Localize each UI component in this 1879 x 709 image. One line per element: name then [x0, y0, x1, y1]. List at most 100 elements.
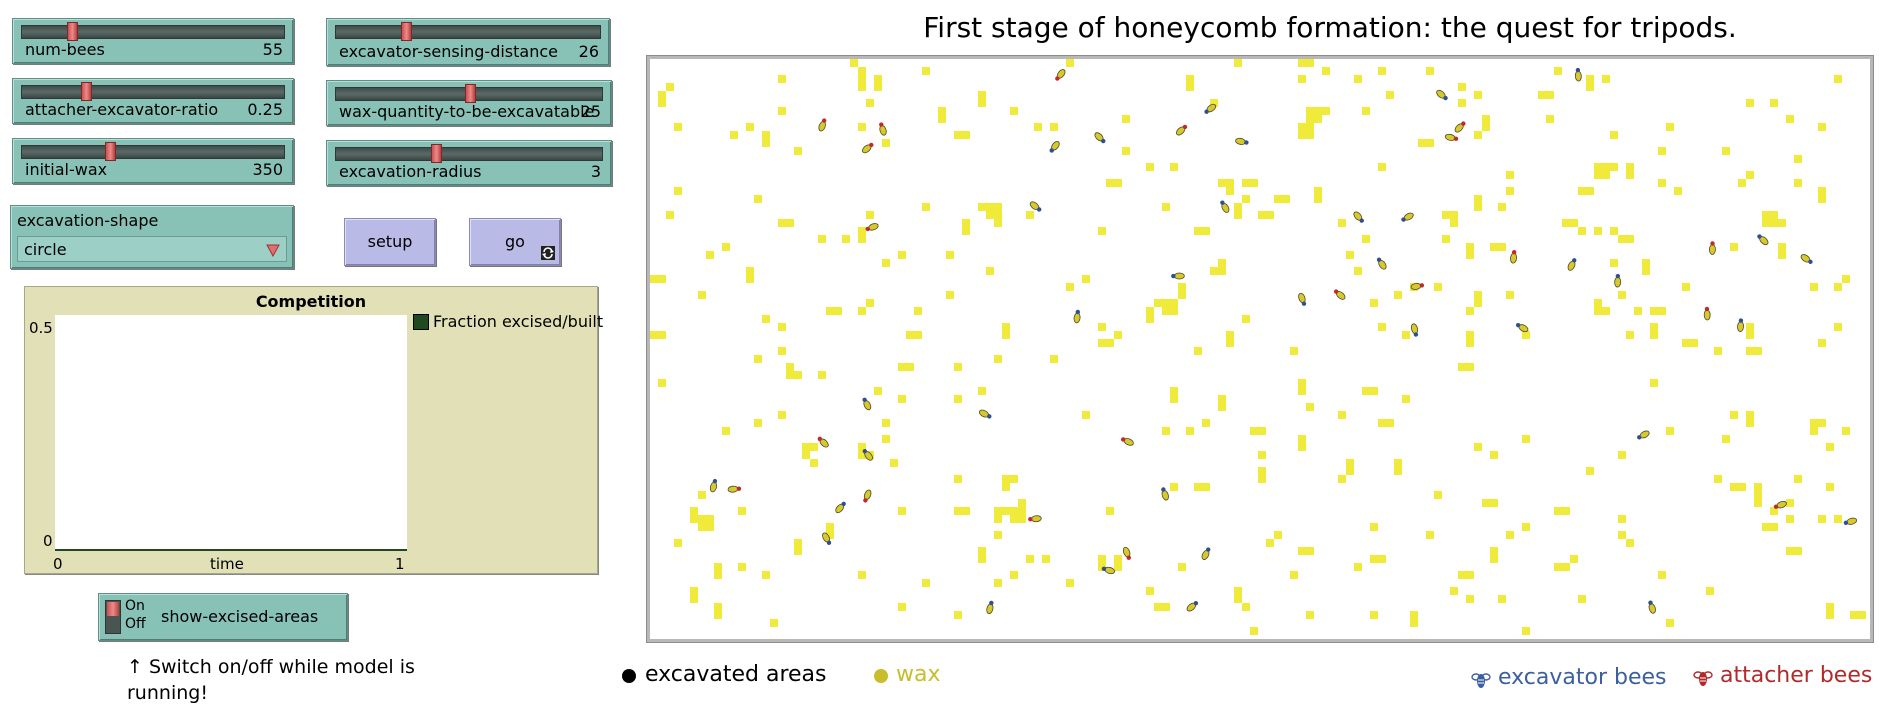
wax-patch: [1202, 419, 1210, 427]
wax-patch: [786, 363, 794, 371]
wax-patch: [1098, 555, 1106, 571]
excavator-bee: [1073, 309, 1081, 324]
wax-patch: [1322, 67, 1330, 75]
wax-patch: [1586, 467, 1594, 475]
wax-patch: [1010, 571, 1018, 579]
wax-patch: [1506, 187, 1514, 195]
excavation-radius-slider[interactable]: excavation-radius 3: [326, 140, 612, 186]
slider-thumb[interactable]: [401, 22, 412, 41]
wax-patch: [1466, 571, 1474, 579]
wax-patch: [938, 107, 946, 123]
wax-patch: [1258, 211, 1274, 219]
wax-patch: [890, 459, 898, 467]
slider-track: [21, 85, 285, 99]
excavator-bee: [1614, 273, 1622, 288]
wax-patch: [810, 459, 818, 467]
x-max-label: 1: [395, 555, 405, 573]
wax-patch: [1570, 555, 1578, 563]
excavator-bee: [1049, 140, 1060, 153]
wax-patch: [1378, 419, 1394, 427]
go-label: go: [505, 232, 525, 251]
wax-patch: [1394, 459, 1402, 475]
slider-value: 3: [590, 162, 601, 181]
wax-patch: [1682, 283, 1690, 291]
world-view[interactable]: [646, 55, 1874, 643]
wax-patch: [1018, 499, 1026, 507]
wax-patch: [714, 563, 722, 579]
wax-patch: [1250, 427, 1266, 435]
plot-title: Competition: [255, 292, 367, 311]
slider-thumb[interactable]: [431, 144, 442, 163]
wax-patch: [1106, 179, 1122, 187]
wax-patch: [994, 203, 1002, 219]
wax-patch: [1658, 571, 1666, 579]
wax-patch: [1554, 507, 1570, 515]
attacher-bee: [1333, 289, 1346, 300]
wax-patch: [778, 107, 786, 115]
wax-patch: [1682, 339, 1698, 347]
switch-note: ↑ Switch on/off while model is running!: [127, 656, 415, 704]
wax-patch: [1402, 395, 1410, 403]
num-bees-slider[interactable]: num-bees 55: [12, 18, 294, 64]
attacher-bee: [1773, 500, 1787, 509]
excavator-bee: [1101, 566, 1115, 575]
wax-patch: [1298, 435, 1306, 451]
slider-thumb[interactable]: [465, 84, 476, 103]
excavator-bee: [1843, 517, 1858, 526]
wax-patch: [1602, 75, 1610, 83]
wax-patch: [794, 539, 802, 555]
wax-patch: [1458, 83, 1466, 91]
wax-patch: [978, 547, 986, 563]
wax-patch: [674, 187, 682, 195]
wax-patch: [1618, 235, 1634, 243]
slider-thumb[interactable]: [105, 142, 116, 161]
legend-swatch: [413, 314, 429, 330]
wax-patch: [874, 83, 882, 91]
excavation-shape-chooser[interactable]: excavation-shape circle: [10, 205, 294, 269]
slider-thumb[interactable]: [81, 82, 92, 101]
wax-patch: [1370, 523, 1378, 531]
competition-plot: Competition 0.5 0 0 time 1 Fraction exci…: [24, 286, 603, 574]
wax-patch: [810, 443, 818, 451]
chooser-select[interactable]: circle: [17, 236, 287, 262]
wax-patch: [882, 435, 890, 443]
wax-patch: [1354, 563, 1362, 571]
wax-patch: [914, 307, 922, 315]
go-button[interactable]: go: [469, 218, 561, 266]
slider-track: [21, 25, 285, 39]
excavator-sensing-distance-slider[interactable]: excavator-sensing-distance 26: [326, 18, 610, 66]
show-excised-areas-switch[interactable]: On Off show-excised-areas: [98, 593, 348, 641]
wax-quantity-to-be-excavatable-slider[interactable]: wax-quantity-to-be-excavatable 25: [326, 80, 612, 126]
wax-patch: [1498, 243, 1506, 251]
wax-patch: [794, 147, 802, 155]
wax-patch: [1378, 163, 1386, 171]
initial-wax-slider[interactable]: initial-wax 350: [12, 138, 294, 184]
attacher-bee: [865, 223, 879, 232]
wax-patch: [1474, 195, 1482, 211]
wax-patch: [922, 203, 930, 211]
wax-patch: [1002, 323, 1010, 339]
excavator-bee: [1401, 212, 1414, 222]
wax-patch: [978, 203, 986, 211]
attacher-bee: [863, 489, 872, 503]
wax-patch: [1714, 475, 1722, 483]
excavator-bee: [1436, 89, 1448, 101]
wax-patch: [1434, 491, 1442, 499]
slider-thumb[interactable]: [67, 22, 78, 41]
wax-patch: [954, 363, 962, 371]
switch-off-label: Off: [125, 616, 146, 632]
dropdown-triangle-icon: [266, 244, 280, 257]
wax-patch: [874, 387, 882, 395]
wax-patch: [1594, 299, 1602, 315]
wax-patch: [1778, 219, 1786, 227]
setup-button[interactable]: setup: [344, 218, 436, 266]
switch-toggle[interactable]: [105, 600, 121, 634]
wax-patch: [1426, 67, 1434, 75]
wax-patch: [754, 419, 762, 427]
wax-patch: [1066, 283, 1074, 291]
attacher-bee: [1410, 282, 1425, 290]
wax-patch: [922, 579, 930, 587]
legend-excavated-label: excavated areas: [645, 662, 827, 687]
excavator-bee: [1637, 430, 1650, 440]
attacher-excavator-ratio-slider[interactable]: attacher-excavator-ratio 0.25: [12, 78, 294, 124]
